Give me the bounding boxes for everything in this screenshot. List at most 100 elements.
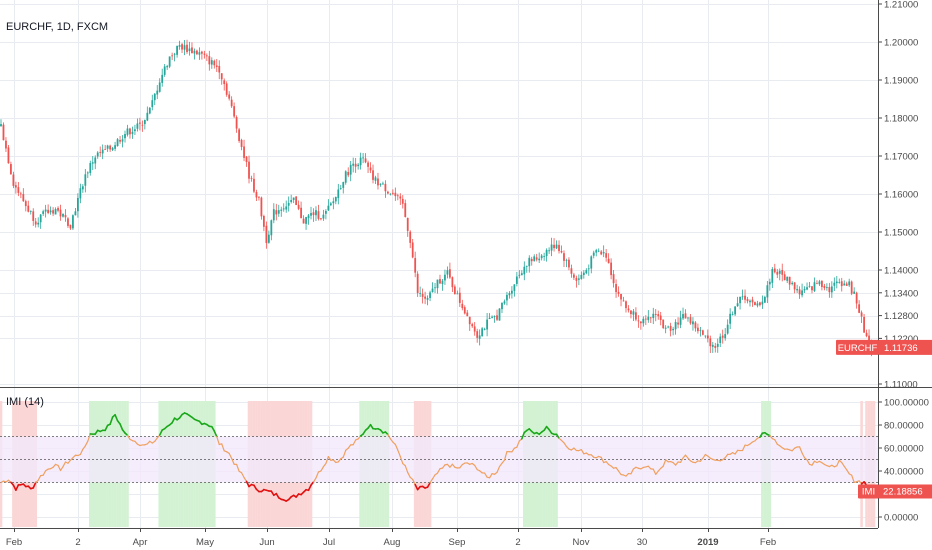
candle-body [806, 287, 808, 290]
price-y-tick-label: 1.14000 [884, 266, 918, 277]
candle-body [759, 302, 761, 306]
candle-body [657, 314, 660, 317]
candle-body [796, 289, 799, 291]
price-y-tick-label: 1.12200 [884, 334, 918, 345]
candle-body [515, 276, 518, 284]
imi-line-segment [337, 458, 342, 463]
candle-body [342, 182, 345, 188]
candle-body [776, 271, 779, 275]
candle-body [290, 199, 293, 203]
candle-body [372, 170, 374, 180]
candle-body [210, 60, 213, 65]
price-y-tick-label: 1.15000 [884, 228, 918, 239]
candle-body [667, 326, 670, 328]
candle-body [315, 210, 317, 216]
imi-line-segment [119, 423, 124, 431]
candle-body [746, 299, 749, 302]
imi-line-segment [851, 474, 855, 484]
imi-line-segment [325, 456, 329, 465]
candle-body [778, 270, 781, 274]
candle-body [191, 47, 193, 54]
imi-line-segment [82, 445, 86, 450]
candle-body [823, 285, 826, 289]
candle-body [483, 328, 486, 330]
x-axis-labels: Feb 2 Apr May Jun Jul Aug Sep 2 Nov 30 2019 Feb [6, 528, 776, 548]
candle-body [54, 209, 57, 215]
x-tick-label: Aug [384, 537, 401, 548]
imi-line-segment [769, 434, 773, 440]
candle-body [709, 338, 712, 347]
imi-line-segment [647, 465, 652, 470]
imi-line-segment [15, 484, 20, 491]
imi-line-segment [399, 455, 404, 465]
imi-line-segment [87, 433, 91, 442]
candle-body [39, 214, 42, 223]
candle-body [119, 140, 121, 142]
imi-line-segment [59, 466, 64, 472]
candle-body [520, 273, 523, 276]
candle-body [349, 164, 352, 175]
candle-body [558, 244, 560, 252]
imi-line-segment [734, 449, 739, 455]
candle-body [761, 301, 764, 305]
imi-y-tick-label: 40.00000 [884, 467, 924, 478]
imi-line-segment [275, 492, 280, 499]
candle-body [647, 316, 650, 321]
candle-body [714, 345, 717, 348]
candle-body [228, 94, 231, 99]
candle-body [511, 290, 513, 294]
imi-line-segment [841, 461, 845, 467]
candle-body [548, 250, 551, 252]
candle-body [176, 45, 178, 55]
candle-body [134, 129, 136, 132]
candle-body [649, 317, 652, 319]
candle-body [669, 325, 672, 331]
imi-line-segment [521, 431, 526, 440]
candle-body [37, 222, 40, 225]
candle-body [62, 213, 64, 217]
candle-body [585, 270, 588, 274]
candle-body [213, 60, 216, 66]
candle-body [860, 312, 863, 317]
candle-body [582, 272, 585, 276]
candle-body [86, 172, 89, 174]
imi-line-segment [79, 448, 84, 456]
candle-body [76, 197, 79, 212]
x-tick-label: Jun [259, 537, 274, 548]
candle-body [384, 183, 387, 192]
imi-line-segment [657, 467, 662, 472]
imi-line-segment [501, 459, 506, 464]
candle-body [677, 322, 679, 325]
candle-body [612, 274, 615, 284]
candle-body [285, 206, 288, 210]
candle-body [141, 124, 144, 126]
candle-body [843, 283, 846, 286]
candle-body [359, 157, 362, 166]
candle-body [830, 286, 833, 293]
candle-body [825, 287, 828, 288]
price-last-value-badge [879, 339, 932, 355]
candle-body [7, 147, 10, 164]
candle-body [262, 216, 265, 227]
candle-body [771, 268, 774, 283]
imi-line-segment [67, 459, 72, 464]
candle-body [208, 56, 211, 65]
imi-line-segment [221, 443, 225, 452]
candle-body [538, 258, 541, 261]
candle-body [706, 335, 709, 339]
imi-line-segment [580, 449, 585, 455]
candle-body [183, 45, 186, 50]
candle-body [436, 279, 439, 289]
candle-body [300, 207, 302, 219]
imi-line-segment [347, 444, 352, 449]
x-tick-label: Apr [133, 537, 148, 548]
candle-body [833, 282, 836, 286]
candle-body [729, 313, 732, 324]
candle-body [255, 191, 258, 198]
candle-body [694, 322, 697, 329]
imi-line-segment [451, 463, 456, 468]
candle-body [518, 274, 521, 276]
candle-body [235, 117, 238, 129]
candle-body [258, 196, 260, 198]
candle-body [411, 242, 414, 258]
